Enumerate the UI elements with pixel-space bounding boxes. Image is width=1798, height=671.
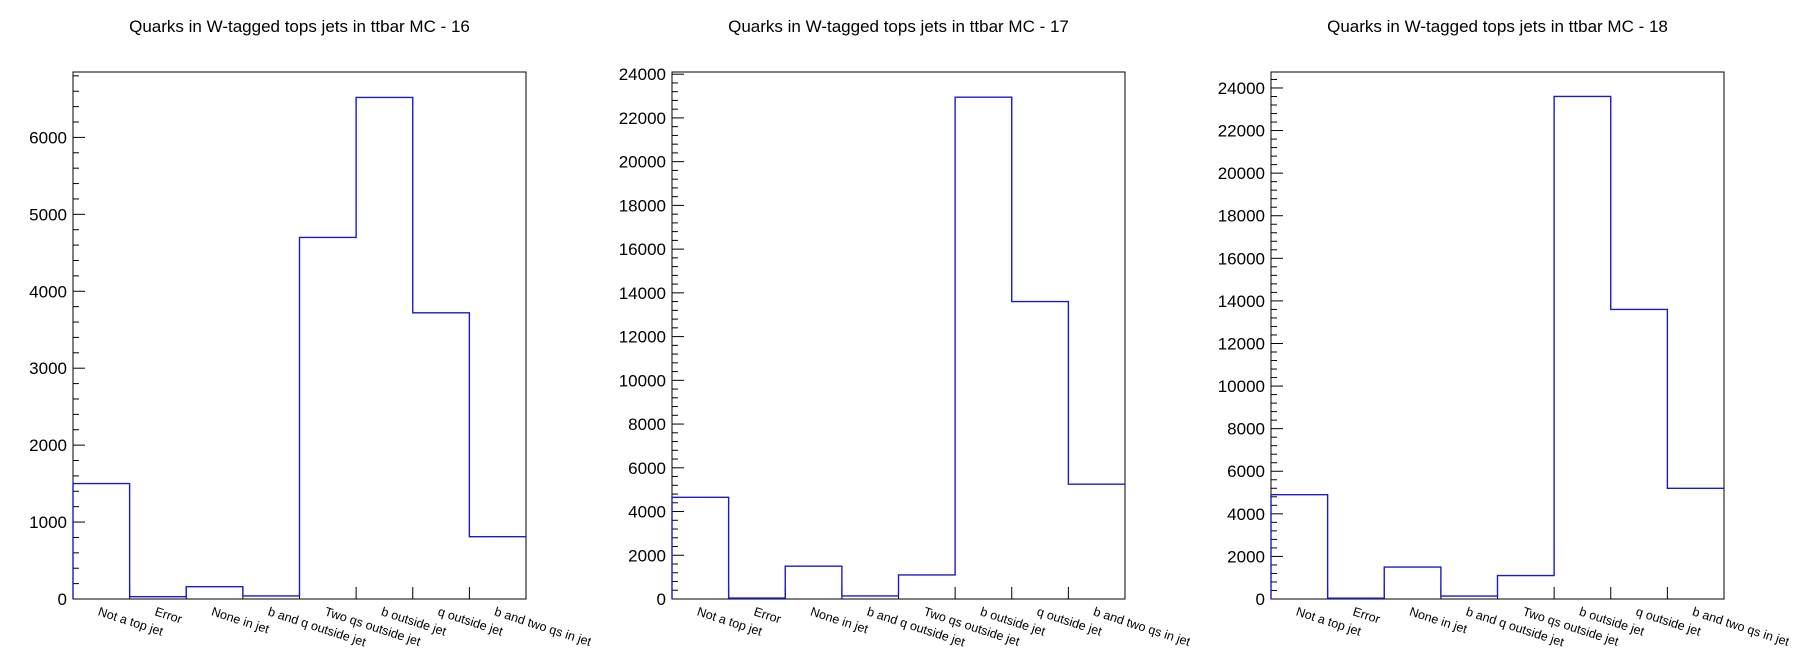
y-tick-label: 24000	[619, 65, 666, 84]
x-category-label: b and two qs in jet	[493, 605, 594, 650]
y-tick-label: 10000	[1218, 377, 1265, 396]
y-tick-label: 12000	[619, 328, 666, 347]
histogram-bin	[729, 598, 786, 599]
y-tick-label: 8000	[628, 415, 666, 434]
histogram-bin	[356, 97, 413, 599]
y-tick-label: 16000	[619, 240, 666, 259]
histogram-bin	[842, 596, 899, 599]
y-tick-label: 10000	[619, 371, 666, 390]
y-tick-label: 1000	[29, 513, 67, 532]
histogram-bin	[1498, 576, 1555, 599]
x-category-label: None in jet	[210, 605, 272, 637]
y-tick-label: 6000	[29, 128, 67, 147]
histogram-bin	[1611, 309, 1668, 599]
y-tick-label: 16000	[1218, 249, 1265, 268]
histogram-bin	[899, 575, 956, 599]
histogram-outline	[72, 96, 526, 599]
histogram-svg: Quarks in W-tagged tops jets in ttbar MC…	[1218, 17, 1792, 650]
y-tick-label: 4000	[29, 282, 67, 301]
y-tick-label: 5000	[29, 205, 67, 224]
y-tick-label: 22000	[1218, 122, 1265, 141]
y-tick-label: 8000	[1227, 420, 1265, 439]
x-category-label: None in jet	[1408, 605, 1470, 637]
chart-title: Quarks in W-tagged tops jets in ttbar MC…	[1327, 17, 1668, 36]
histogram-bin	[413, 313, 470, 599]
histogram-bin	[1068, 484, 1125, 599]
y-tick-label: 0	[1256, 590, 1265, 609]
y-tick-label: 4000	[628, 503, 666, 522]
histogram-bin	[785, 566, 842, 599]
histogram-svg: Quarks in W-tagged tops jets in ttbar MC…	[29, 17, 594, 650]
y-tick-label: 14000	[619, 284, 666, 303]
y-tick-label: 20000	[1218, 164, 1265, 183]
histogram-outline	[671, 96, 1125, 599]
histogram-bin	[186, 587, 243, 599]
histogram-panel-18: Quarks in W-tagged tops jets in ttbar MC…	[1198, 0, 1797, 671]
y-tick-label: 20000	[619, 153, 666, 172]
y-tick-label: 0	[657, 590, 666, 609]
histogram-panel-17: Quarks in W-tagged tops jets in ttbar MC…	[599, 0, 1198, 671]
y-tick-label: 14000	[1218, 292, 1265, 311]
histogram-outline	[1270, 95, 1724, 599]
histogram-bin	[1012, 302, 1069, 599]
histogram-bin	[73, 484, 130, 599]
y-tick-label: 2000	[29, 436, 67, 455]
y-tick-label: 22000	[619, 109, 666, 128]
y-tick-label: 2000	[1227, 547, 1265, 566]
histogram-bin	[1384, 567, 1441, 599]
y-tick-label: 2000	[628, 546, 666, 565]
histogram-bin	[1271, 495, 1328, 599]
y-tick-label: 6000	[1227, 462, 1265, 481]
y-tick-label: 18000	[619, 196, 666, 215]
histogram-bin	[672, 497, 729, 599]
x-category-label: None in jet	[809, 605, 871, 637]
histogram-bin	[1328, 598, 1385, 599]
y-tick-label: 24000	[1218, 79, 1265, 98]
y-tick-label: 3000	[29, 359, 67, 378]
histogram-panel-16: Quarks in W-tagged tops jets in ttbar MC…	[0, 0, 599, 671]
histogram-bin	[955, 97, 1012, 599]
histogram-bin	[1441, 596, 1498, 599]
y-tick-label: 0	[58, 590, 67, 609]
histogram-svg: Quarks in W-tagged tops jets in ttbar MC…	[619, 17, 1193, 650]
y-tick-label: 18000	[1218, 207, 1265, 226]
y-tick-label: 4000	[1227, 505, 1265, 524]
x-category-label: b and two qs in jet	[1691, 605, 1792, 650]
histogram-bin	[1554, 96, 1611, 599]
histogram-bin	[243, 596, 300, 599]
histogram-bin	[469, 537, 526, 599]
y-tick-label: 12000	[1218, 334, 1265, 353]
x-category-label: b and two qs in jet	[1092, 605, 1193, 650]
histogram-bin	[1667, 488, 1724, 599]
chart-title: Quarks in W-tagged tops jets in ttbar MC…	[129, 17, 470, 36]
histogram-bin	[300, 237, 357, 599]
histogram-bin	[130, 597, 187, 599]
chart-title: Quarks in W-tagged tops jets in ttbar MC…	[728, 17, 1069, 36]
y-tick-label: 6000	[628, 459, 666, 478]
